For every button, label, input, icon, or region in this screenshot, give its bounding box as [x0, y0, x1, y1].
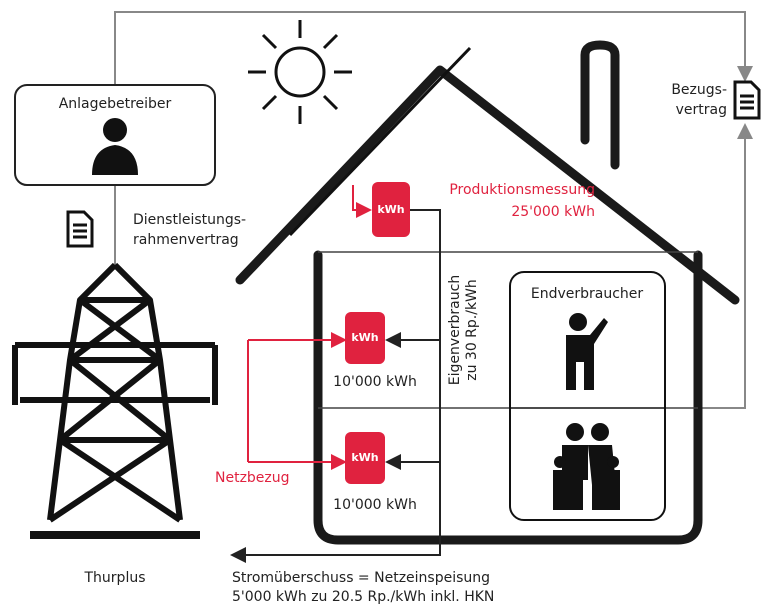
service-contract-2: rahmenvertrag — [133, 232, 239, 248]
grid-supply-label: Netzbezug — [215, 470, 290, 486]
meter-2-value: 10'000 kWh — [333, 497, 417, 513]
surplus-1: Stromüberschuss = Netzeinspeisung — [232, 570, 490, 586]
production-value: 25'000 kWh — [511, 204, 595, 220]
meter-1-value: 10'000 kWh — [333, 374, 417, 390]
meter-label: kWh — [351, 331, 378, 344]
grid-operator-label: Thurplus — [84, 570, 146, 586]
tower — [15, 265, 215, 535]
surplus-2: 5'000 kWh zu 20.5 Rp./kWh inkl. HKN — [232, 589, 494, 605]
diagram: Anlagebetreiber Dienstleistungs- rahmenv… — [0, 0, 783, 605]
meter-label: kWh — [377, 203, 404, 216]
operator-label: Anlagebetreiber — [59, 96, 172, 112]
sun — [248, 20, 352, 124]
consumer-label: Endverbraucher — [531, 286, 644, 302]
consumer-box — [510, 272, 665, 520]
supply-contract-2: vertrag — [676, 102, 727, 118]
supply-contract-1: Bezugs- — [671, 82, 727, 98]
meter-label: kWh — [351, 451, 378, 464]
production-label: Produktionsmessung — [449, 182, 595, 198]
service-contract-1: Dienstleistungs- — [133, 212, 246, 228]
self-consumption-2: zu 30 Rp./kWh — [464, 279, 480, 381]
self-consumption-1: Eigenverbrauch — [447, 275, 463, 385]
